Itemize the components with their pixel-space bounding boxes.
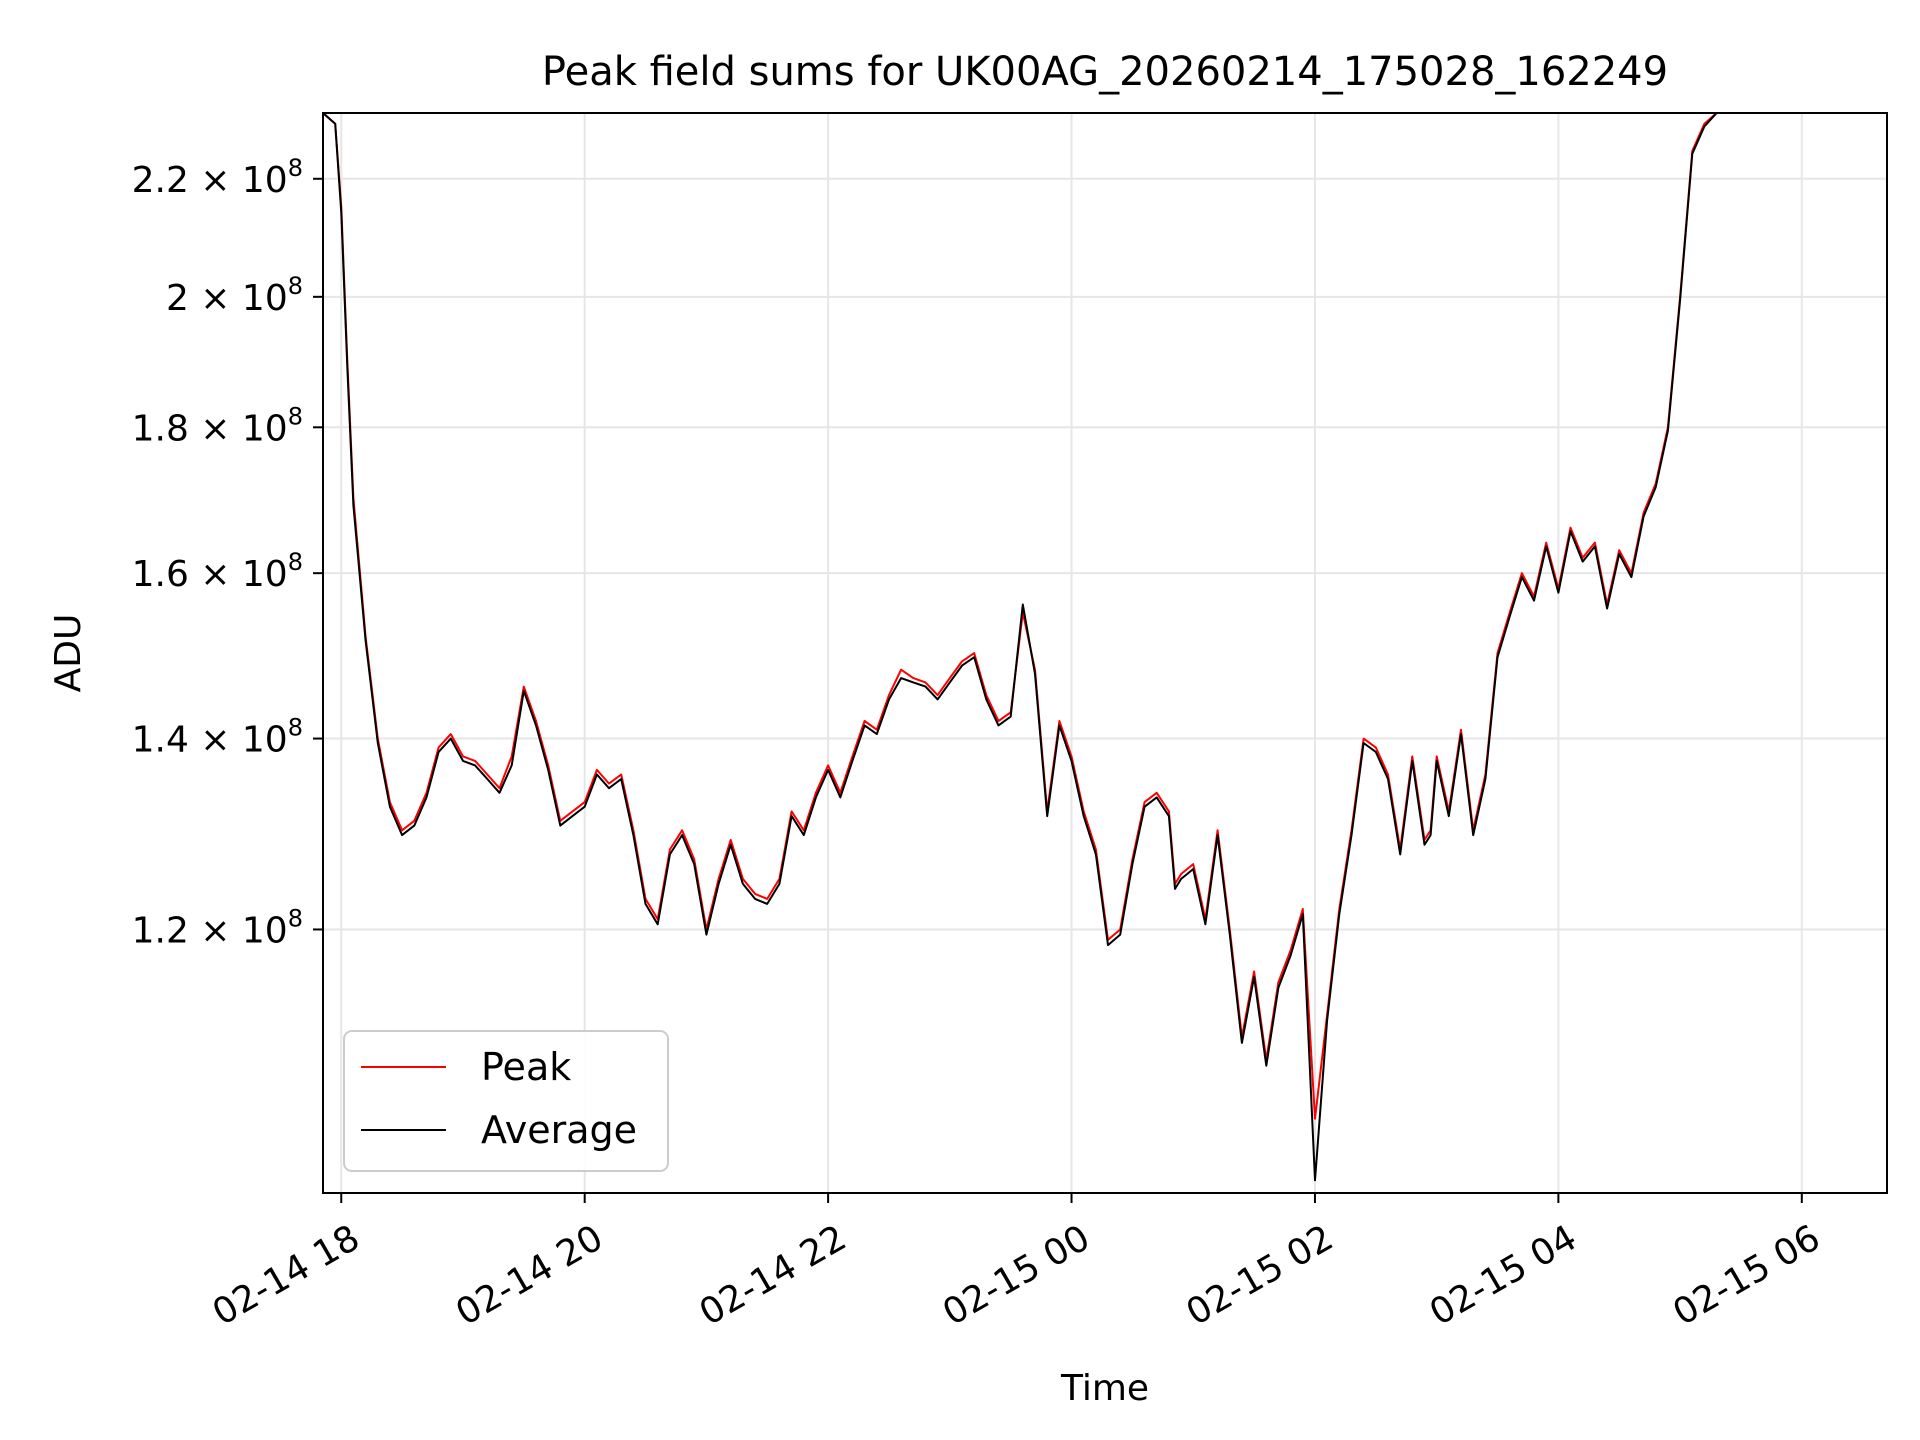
x-axis: 02-14 18 02-14 20 02-14 22 02-15 00 02-15 02… xyxy=(206,1193,1827,1334)
chart-title: Peak field sums for UK00AG_20260214_1750… xyxy=(542,49,1668,95)
legend-label-average: Average xyxy=(481,1108,637,1152)
x-tick-label: 02-15 00 xyxy=(936,1217,1097,1333)
y-tick-label: 1.8 × 108 xyxy=(132,402,303,449)
grid xyxy=(323,113,1887,1193)
series-layer xyxy=(323,113,1718,1182)
y-axis-label: ADU xyxy=(48,614,89,693)
x-axis-label: Time xyxy=(1060,1368,1149,1409)
y-tick-label: 1.6 × 108 xyxy=(132,548,303,595)
y-tick-label: 2.2 × 108 xyxy=(132,154,303,201)
series-line-peak xyxy=(323,113,1718,1120)
x-tick-label: 02-15 02 xyxy=(1180,1217,1341,1333)
y-axis: 1.2 × 108 1.4 × 108 1.6 × 108 1.8 × 108 2 × … xyxy=(132,154,323,951)
series-line-average xyxy=(323,113,1718,1182)
y-tick-label: 2 × 108 xyxy=(166,272,303,319)
x-tick-label: 02-14 22 xyxy=(693,1217,854,1333)
x-tick-label: 02-15 06 xyxy=(1666,1217,1827,1333)
y-tick-label: 1.2 × 108 xyxy=(132,904,303,951)
y-tick-label: 1.4 × 108 xyxy=(132,714,303,761)
legend-label-peak: Peak xyxy=(481,1045,571,1089)
x-tick-label: 02-15 04 xyxy=(1423,1217,1584,1333)
x-tick-label: 02-14 20 xyxy=(449,1217,610,1333)
x-tick-label: 02-14 18 xyxy=(206,1217,367,1333)
plot-frame xyxy=(322,112,1888,1194)
legend: Peak Average xyxy=(343,1030,669,1172)
